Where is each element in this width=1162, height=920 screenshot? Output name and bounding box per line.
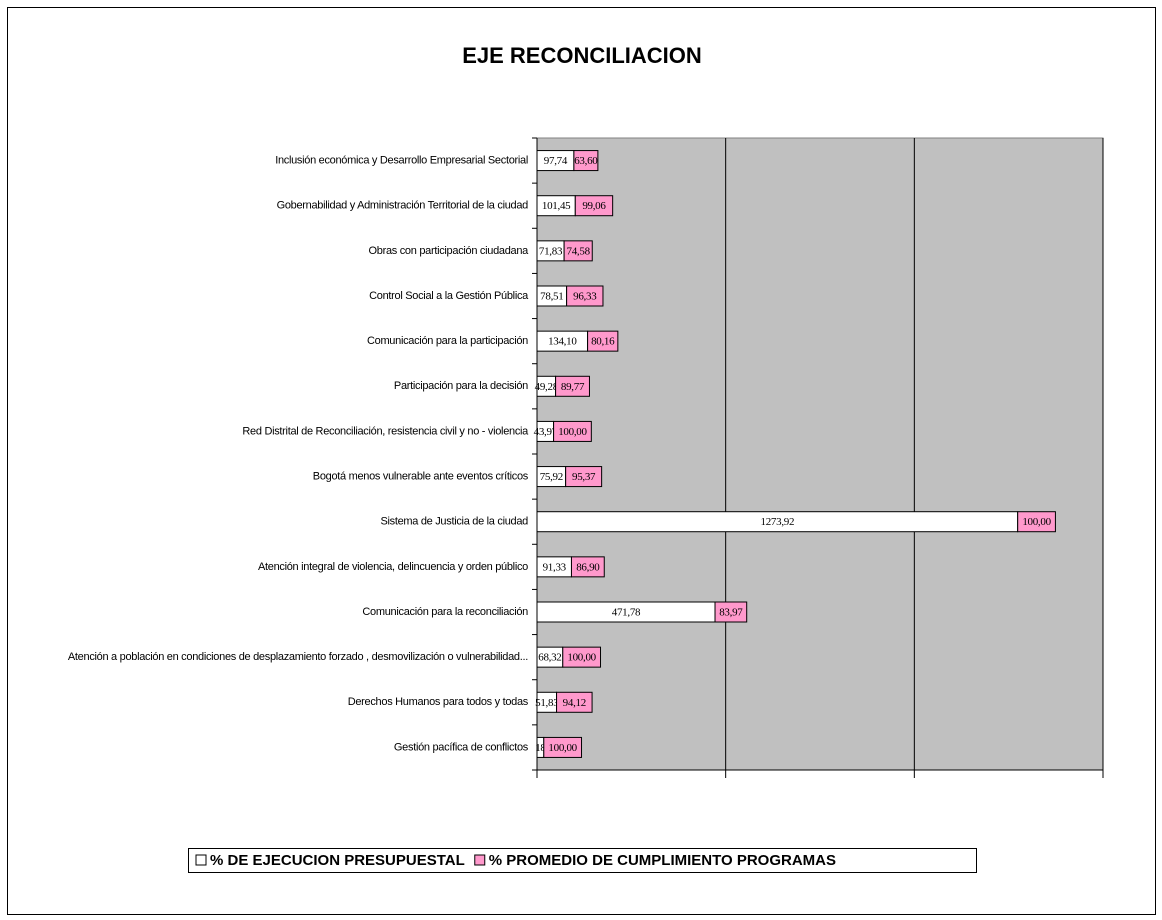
value-label: 63,60 — [574, 155, 598, 167]
value-label: 100,00 — [548, 742, 577, 754]
value-label: 94,12 — [563, 697, 586, 709]
bar-segment — [555, 375, 590, 397]
value-label: 471,78 — [612, 607, 641, 619]
value-label: 95,37 — [572, 471, 596, 483]
bar-segment — [565, 466, 603, 488]
y-tick-label: Comunicación para la participación — [367, 335, 528, 347]
bar-segment — [566, 285, 604, 307]
value-label: 99,06 — [582, 200, 606, 212]
value-label: 80,16 — [591, 336, 615, 348]
value-label: 1273,92 — [761, 516, 795, 528]
bar-segment — [1017, 511, 1056, 533]
chart-title: EJE RECONCILIACION — [462, 43, 702, 68]
bar-segment — [563, 240, 593, 262]
y-tick-label: Red Distrital de Reconciliación, resiste… — [242, 425, 529, 437]
value-label: 43,97 — [534, 426, 558, 438]
legend-box — [188, 848, 977, 873]
legend-label: % PROMEDIO DE CUMPLIMIENTO PROGRAMAS — [489, 852, 836, 869]
legend-swatch — [474, 854, 486, 866]
value-label: 96,33 — [573, 291, 597, 303]
value-label: 91,33 — [543, 561, 567, 573]
value-label: 97,74 — [544, 155, 568, 167]
y-tick-label: Inclusión económica y Desarrollo Empresa… — [275, 154, 528, 166]
y-tick-label: Participación para la decisión — [394, 380, 528, 392]
bar-segment — [574, 195, 614, 217]
y-tick-label: Obras con participación ciudadana — [369, 245, 530, 257]
y-tick-label: Gobernabilidad y Administración Territor… — [277, 200, 529, 212]
bar-segment — [714, 601, 748, 623]
value-label: 100,00 — [1022, 516, 1051, 528]
y-tick-label: Gestión pacífica de conflictos — [394, 741, 529, 753]
bar-segment — [556, 691, 593, 713]
y-tick-label: Atención integral de violencia, delincue… — [258, 561, 528, 573]
bar-segment — [570, 556, 605, 578]
value-label: 68,32 — [538, 652, 561, 664]
value-label: 78,51 — [540, 291, 563, 303]
value-label: 18 — [535, 742, 546, 754]
value-label: 51,83 — [535, 697, 559, 709]
value-label: 101,45 — [542, 200, 571, 212]
bar-segment — [562, 646, 602, 668]
legend-label: % DE EJECUCION PRESUPUESTAL — [210, 852, 465, 869]
bar-segment — [573, 150, 599, 172]
y-tick-label: Atención a población en condiciones de d… — [68, 651, 528, 663]
y-tick-label: Sistema de Justicia de la ciudad — [380, 516, 528, 528]
y-tick-label: Derechos Humanos para todos y todas — [348, 696, 529, 708]
plot-area — [536, 137, 1104, 771]
value-label: 100,00 — [558, 426, 587, 438]
value-label: 74,58 — [567, 245, 591, 257]
value-label: 49,28 — [535, 381, 559, 393]
y-tick-label: Bogotá menos vulnerable ante eventos crí… — [313, 470, 529, 482]
value-label: 75,92 — [540, 471, 563, 483]
value-label: 86,90 — [576, 561, 600, 573]
legend-swatch — [195, 854, 207, 866]
y-tick-label: Control Social a la Gestión Pública — [369, 290, 529, 302]
bar-segment — [587, 330, 619, 352]
y-tick-label: Comunicación para la reconciliación — [362, 606, 528, 618]
value-label: 100,00 — [567, 652, 596, 664]
bar-segment — [553, 420, 592, 442]
value-label: 83,97 — [719, 607, 743, 619]
value-label: 134,10 — [548, 336, 577, 348]
bar-segment — [543, 736, 583, 758]
value-label: 71,83 — [539, 245, 563, 257]
value-label: 89,77 — [561, 381, 585, 393]
